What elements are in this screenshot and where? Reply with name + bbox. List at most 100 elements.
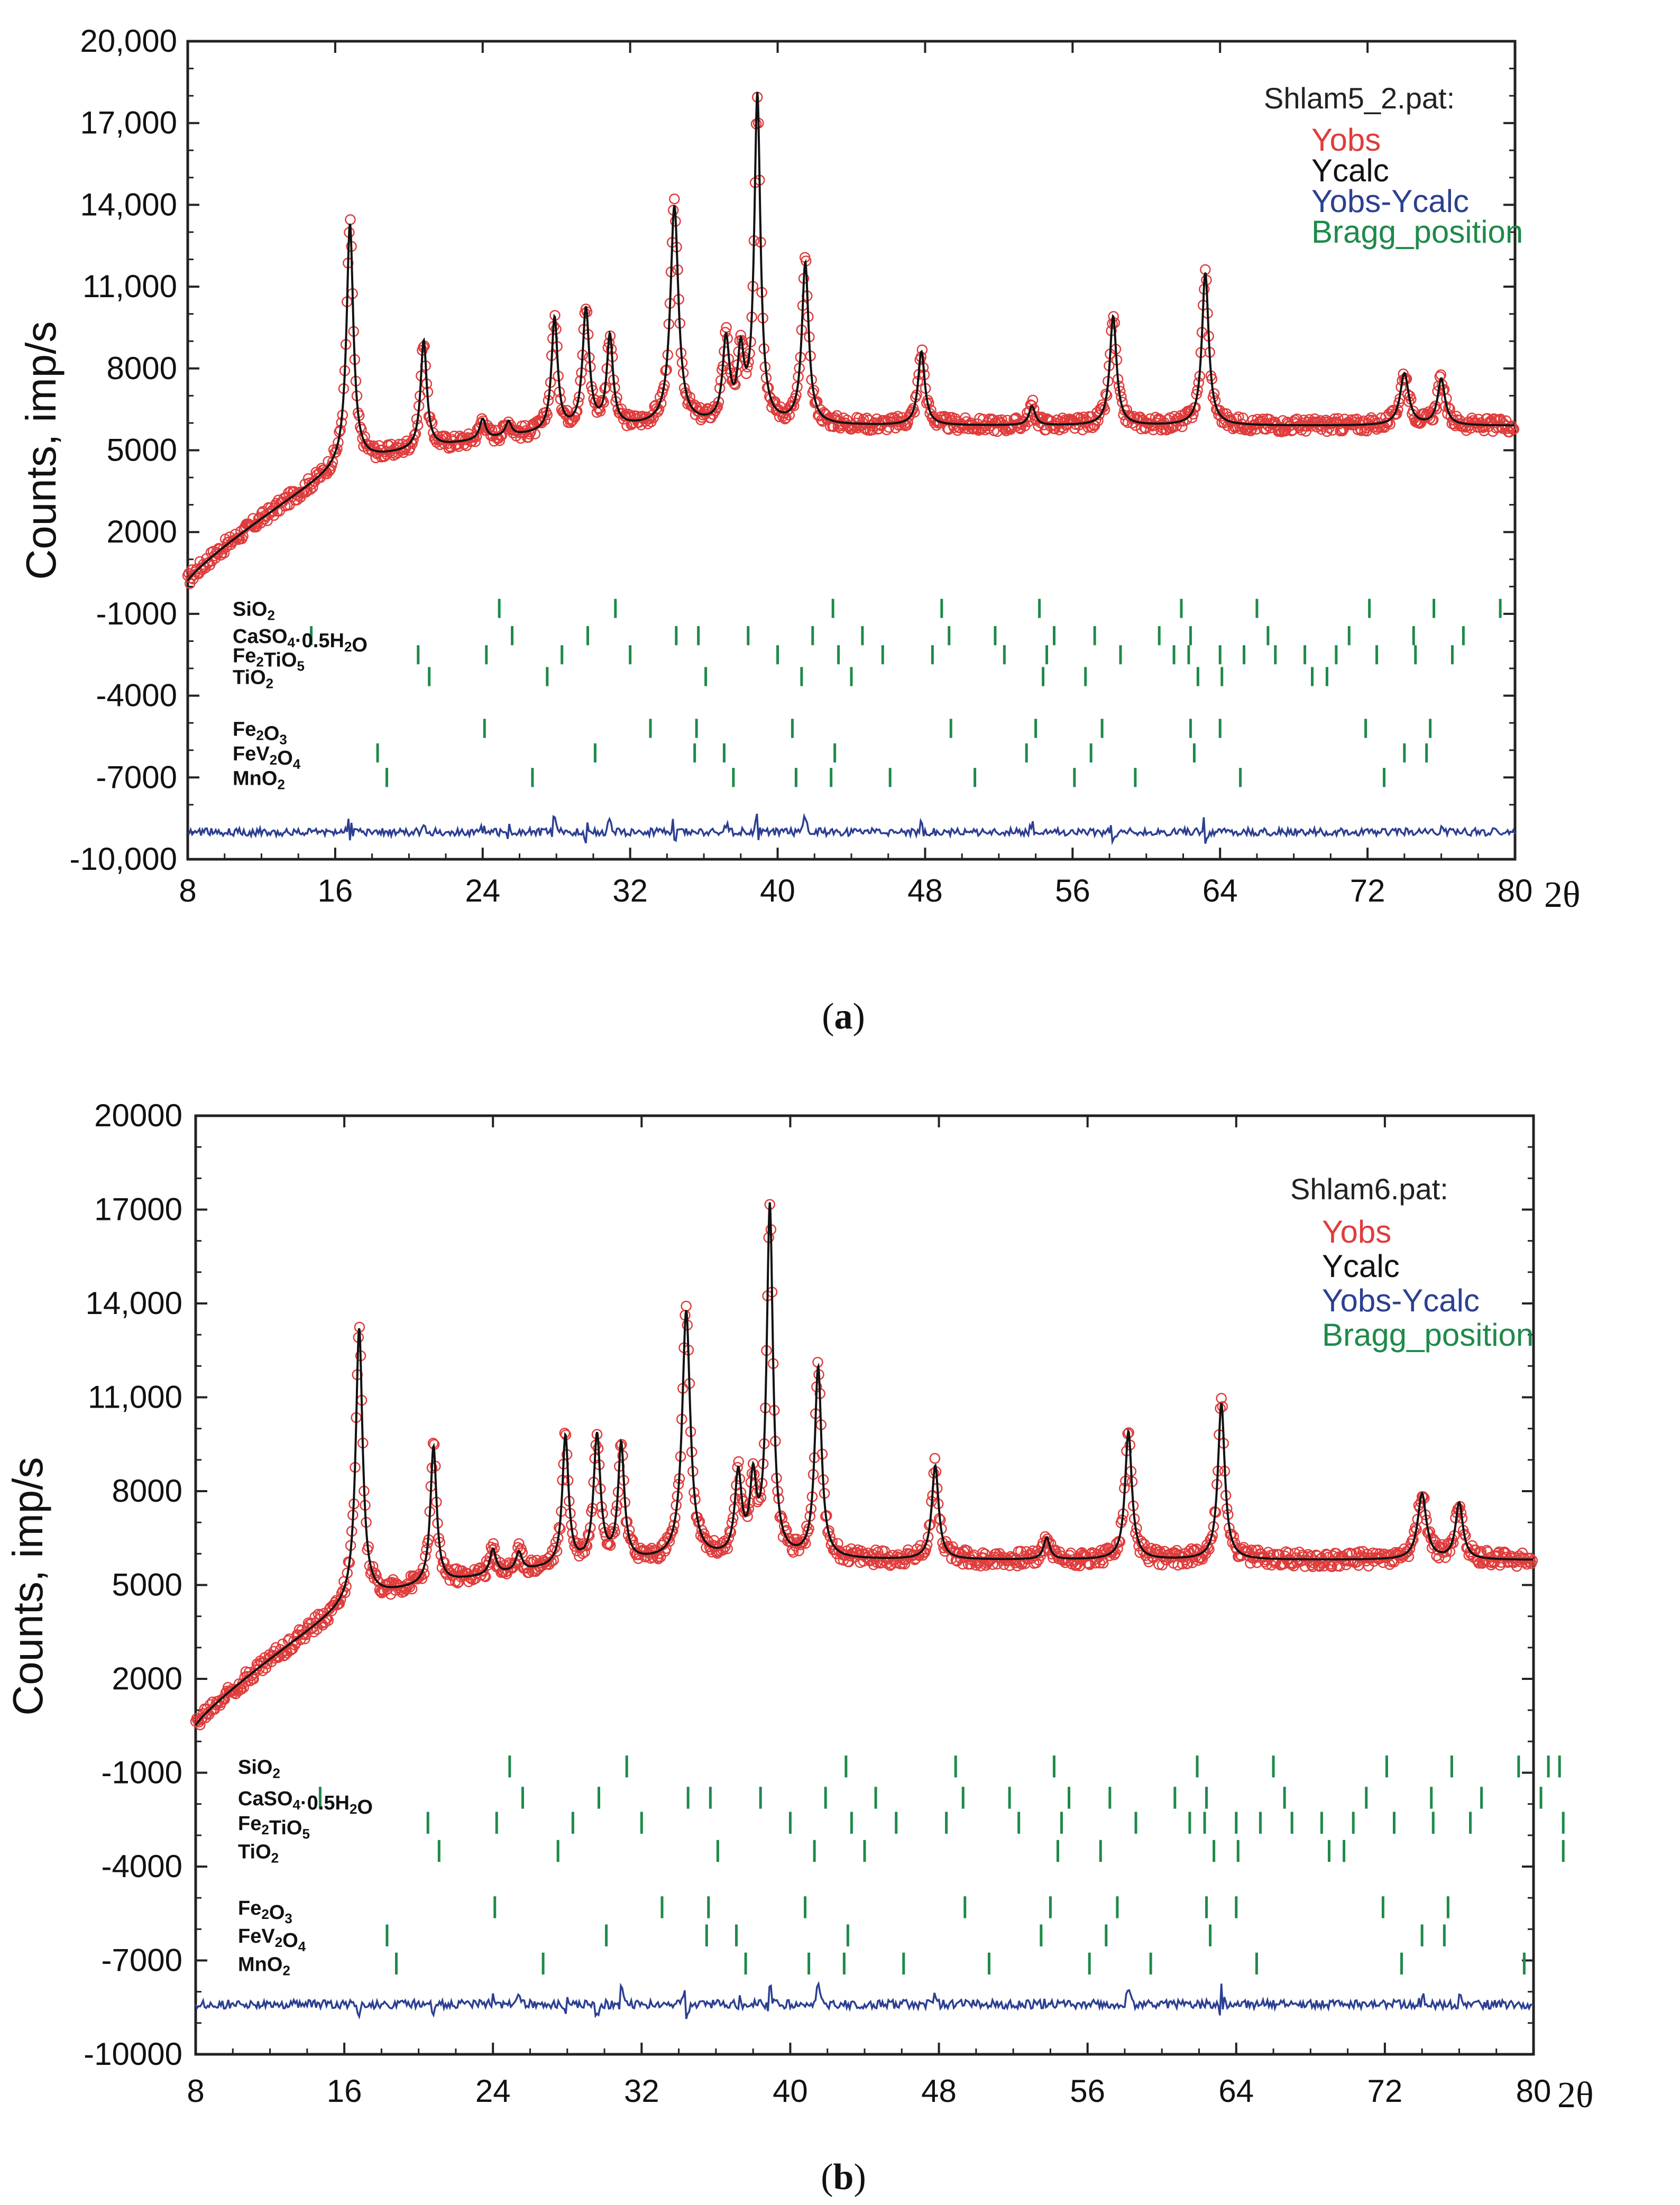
yobs-point <box>1404 1543 1416 1555</box>
x-axis-title: 2θ <box>1557 2075 1594 2116</box>
x-tick-label: 40 <box>773 2073 808 2109</box>
y-tick-label: -7000 <box>96 759 177 795</box>
y-tick-label: 20000 <box>94 1098 182 1133</box>
yobs-point <box>373 1576 384 1587</box>
yobs-point <box>1525 1552 1536 1564</box>
yobs-point <box>372 1575 383 1586</box>
phase-label: FeV2O4 <box>238 1925 306 1954</box>
caption-a: (a) <box>822 996 865 1037</box>
phase-label: TiO2 <box>233 667 273 692</box>
x-tick-label: 48 <box>907 873 943 908</box>
yobs-point <box>218 547 230 559</box>
x-axis-title: 2θ <box>1544 875 1581 915</box>
phase-label: Fe2TiO5 <box>233 645 305 674</box>
y-tick-label: 2000 <box>107 514 177 549</box>
legend-entry: Bragg_position <box>1322 1317 1534 1353</box>
yobs-point <box>653 1553 664 1565</box>
yobs-point <box>1219 415 1231 426</box>
y-tick-label: -4000 <box>102 1849 182 1884</box>
yobs-point <box>781 1524 792 1536</box>
y-tick-label: 14,000 <box>85 1285 182 1321</box>
y-tick-label: 2000 <box>112 1661 182 1696</box>
y-tick-label: 11,000 <box>88 1380 182 1415</box>
yobs-point <box>406 1583 418 1595</box>
yobs-point <box>723 1532 735 1544</box>
yobs-point <box>721 321 732 333</box>
yobs-point <box>722 1543 733 1555</box>
phase-label: SiO2 <box>233 599 275 623</box>
y-tick-label: 8000 <box>112 1473 182 1509</box>
x-tick-label: 80 <box>1516 2073 1552 2109</box>
yobs-point <box>1481 1545 1492 1556</box>
y-tick-label: -4000 <box>96 678 177 713</box>
y-tick-label: -1000 <box>96 596 177 631</box>
legend-entry: Yobs-Ycalc <box>1322 1283 1480 1318</box>
y-tick-label: -1000 <box>102 1755 182 1790</box>
bragg-ticks <box>310 599 1502 787</box>
yobs-point <box>1105 1546 1117 1557</box>
yobs-point <box>1333 413 1344 424</box>
phase-label: CaSO4·0.5H2O <box>233 626 368 656</box>
yobs-point <box>404 1582 416 1593</box>
yobs-point <box>536 417 547 429</box>
yobs-point <box>669 193 680 205</box>
legend-entry: Yobs <box>1311 122 1381 158</box>
yobs-point <box>607 1528 618 1540</box>
yobs-point <box>1282 1547 1294 1559</box>
data-series <box>182 91 1520 846</box>
yobs-point <box>542 1552 554 1564</box>
x-tick-label: 24 <box>475 2073 511 2109</box>
yobs-point <box>1493 1546 1504 1558</box>
phase-label: FeV2O4 <box>233 743 301 772</box>
y-axis-title: Counts, imp/s <box>17 321 65 580</box>
yobs-point <box>1094 1557 1106 1569</box>
x-tick-label: 48 <box>921 2073 957 2109</box>
yobs-point <box>513 1538 525 1549</box>
yobs-point <box>409 429 420 440</box>
yobs-point <box>899 1558 911 1570</box>
caption-b: (b) <box>821 2157 866 2198</box>
yobs-point <box>1027 1545 1039 1557</box>
yobs-point <box>486 1544 498 1556</box>
chart-panel-b: 20000 17000 14,000 11,000 8000 5000 2000 -1000 -… <box>4 1098 1594 2116</box>
y-tick-label: 17000 <box>94 1192 182 1227</box>
legend-entry: Yobs-Ycalc <box>1311 183 1469 219</box>
yobs-point <box>480 1571 491 1583</box>
y-axis-title: Counts, imp/s <box>4 1457 51 1715</box>
legend-entry: Ycalc <box>1311 153 1389 188</box>
yobs-point <box>1487 426 1499 437</box>
yobs-point <box>452 1577 463 1588</box>
diff-line <box>195 1981 1534 2020</box>
data-series <box>190 1199 1538 2020</box>
y-tick-label: 17,000 <box>80 105 177 141</box>
yobs-point <box>617 408 628 419</box>
bragg-ticks <box>318 1755 1565 1975</box>
legend-entry: Bragg_position <box>1311 214 1523 250</box>
yobs-point <box>1181 414 1192 425</box>
yobs-point <box>1161 424 1172 436</box>
phase-label: CaSO4·0.5H2O <box>238 1788 373 1818</box>
y-axis: 20000 17000 14,000 11,000 8000 5000 2000 -1000 -… <box>84 1098 1534 2072</box>
y-tick-label: 11,000 <box>82 269 177 304</box>
phase-label: MnO2 <box>233 767 285 792</box>
yobs-point <box>787 1547 799 1558</box>
yobs-point <box>1107 1544 1119 1556</box>
yobs-point <box>483 1557 494 1568</box>
yobs-point <box>406 436 417 448</box>
yobs-point <box>929 1453 941 1464</box>
yobs-point <box>228 535 240 546</box>
yobs-point <box>1502 1557 1513 1568</box>
yobs-point <box>957 1558 968 1570</box>
yobs-point <box>323 1615 334 1626</box>
x-tick-label: 72 <box>1350 873 1385 908</box>
yobs-point <box>476 1565 488 1576</box>
x-tick-label: 56 <box>1070 2073 1105 2109</box>
x-tick-label: 72 <box>1367 2073 1403 2109</box>
yobs-point <box>526 1554 537 1566</box>
x-tick-label: 80 <box>1498 873 1533 908</box>
x-tick-label: 24 <box>465 873 500 908</box>
x-tick-label: 32 <box>612 873 648 908</box>
ycalc-line <box>195 1202 1533 1726</box>
